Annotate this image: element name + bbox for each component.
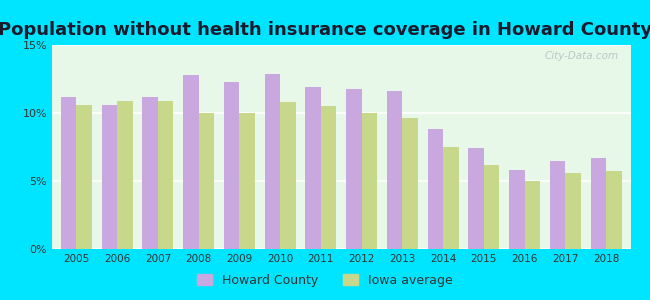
Bar: [321, 106, 336, 249]
Bar: [306, 87, 321, 249]
Bar: [346, 88, 361, 249]
Bar: [199, 113, 214, 249]
Legend: Howard County, Iowa average: Howard County, Iowa average: [193, 270, 457, 291]
Bar: [158, 101, 174, 249]
Bar: [361, 113, 377, 249]
Bar: [402, 118, 418, 249]
Bar: [550, 160, 566, 249]
Bar: [566, 173, 581, 249]
Text: Population without health insurance coverage in Howard County: Population without health insurance cove…: [0, 21, 650, 39]
Bar: [224, 82, 239, 249]
Bar: [142, 97, 158, 249]
Bar: [77, 105, 92, 249]
Bar: [239, 113, 255, 249]
Bar: [101, 105, 117, 249]
Bar: [280, 102, 296, 249]
Bar: [469, 148, 484, 249]
Bar: [428, 129, 443, 249]
Bar: [61, 97, 77, 249]
Bar: [509, 170, 525, 249]
Bar: [443, 147, 459, 249]
Bar: [606, 172, 621, 249]
Bar: [484, 165, 499, 249]
Text: City-Data.com: City-Data.com: [545, 51, 619, 61]
Bar: [265, 74, 280, 249]
Bar: [525, 181, 540, 249]
Bar: [183, 75, 199, 249]
Bar: [117, 101, 133, 249]
Bar: [591, 158, 606, 249]
Bar: [387, 91, 402, 249]
